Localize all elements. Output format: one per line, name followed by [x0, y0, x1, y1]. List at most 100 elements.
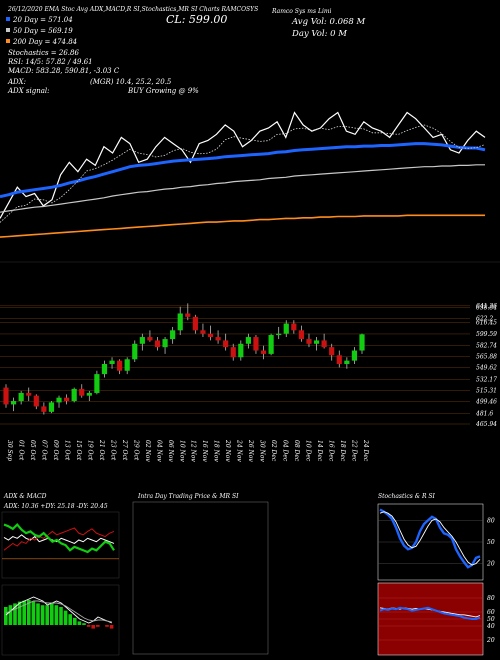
ema20-label: 20 Day = 571.04	[12, 16, 73, 24]
candle-body	[109, 360, 115, 364]
macd-hist-bar	[82, 623, 86, 625]
date-tick-label: 10 Nov	[178, 440, 185, 462]
candle-body	[33, 395, 39, 407]
price-grid	[0, 305, 470, 425]
macd-hist-bar	[59, 607, 63, 625]
macd-hist-bar	[77, 621, 82, 625]
candle-body	[306, 339, 312, 344]
date-tick-label: 29 Oct	[132, 439, 139, 461]
rsi-tick-label: 80	[487, 595, 495, 602]
macd-hist-bar	[68, 614, 72, 625]
date-tick-label: 24 Nov	[236, 439, 243, 462]
date-tick-label: 20 Nov	[224, 439, 231, 462]
price-tick-label: 499.46	[475, 398, 497, 405]
candle-body	[101, 364, 108, 375]
candle-body	[230, 347, 236, 358]
date-tick-label: 01 Oct	[17, 440, 24, 461]
candle-body	[185, 313, 191, 317]
macd-hist-bar	[50, 603, 54, 625]
rsi-tick-label: 40	[486, 623, 495, 630]
candle-body	[238, 343, 244, 358]
candle-body	[359, 334, 365, 351]
price-tick-label: 638.84	[476, 305, 497, 312]
candle-body	[200, 330, 206, 334]
date-tick-label: 07 Oct	[40, 440, 47, 461]
price-tick-label: 641.36	[476, 303, 497, 310]
adx-panel	[1, 511, 120, 656]
macd-hist-bar	[86, 625, 91, 627]
candle-body	[329, 347, 335, 356]
candle-body	[283, 323, 289, 334]
series-line-50-day	[0, 164, 485, 213]
stoch-panel-title: Stochastics & R SI	[378, 493, 435, 500]
price-tick-label: 549.62	[476, 365, 497, 372]
ema-lines	[0, 111, 486, 238]
macd-hist-bar	[105, 625, 109, 627]
adx-panel-title: ADX & MACD	[3, 493, 47, 500]
date-tick-label: 10 Dec	[305, 440, 312, 462]
date-tick-label: 18 Nov	[213, 440, 220, 462]
macd-hist-bar	[109, 625, 114, 629]
series-line-20-day	[0, 142, 486, 199]
macd-hist-bar	[17, 601, 22, 625]
close-price: CL: 599.00	[166, 13, 227, 26]
candle-body	[313, 340, 320, 344]
series-line-close	[0, 111, 486, 219]
adx-values: (MGR) 10.4, 25.2, 20.5	[90, 78, 172, 86]
macd-line	[5, 596, 112, 624]
rsi-tick-label: 60	[487, 609, 495, 616]
date-tick-label: 24 Dec	[362, 439, 369, 462]
date-tick-label: 30 Sep	[6, 440, 13, 461]
date-tick-label: 27 Oct	[121, 439, 128, 461]
adx-panel-values: ADX: 10.36 +DY: 25.18 -DY: 20.45	[3, 503, 108, 510]
candle-body	[215, 337, 221, 341]
candle-body	[336, 355, 342, 364]
candle-body	[207, 333, 214, 338]
ema200-label: 200 Day = 474.84	[12, 38, 77, 46]
rsi-label: RSI: 14/5: 57.82 / 49.61	[7, 58, 93, 66]
rsi-tick-label: 50	[487, 616, 495, 623]
date-tick-label: 22 Dec	[351, 439, 358, 462]
adx-label: ADX:	[7, 78, 26, 86]
candle-body	[117, 360, 123, 371]
candle-body	[344, 360, 350, 364]
macd-hist-bar	[4, 607, 8, 625]
date-tick-label: 02 Nov	[144, 440, 151, 462]
adx-line-white	[3, 534, 115, 544]
date-tick-label: 09 Oct	[52, 440, 59, 461]
stoch-tick-label: 50	[487, 539, 495, 546]
candle-body	[245, 337, 251, 344]
adx-signal-value: BUY Growing @ 9%	[127, 87, 199, 95]
price-tick-label: 532.17	[476, 376, 497, 383]
day-volume: Day Vol: 0 M	[291, 29, 347, 39]
macd-hist-bar	[96, 625, 100, 627]
macd-hist-bar	[63, 610, 68, 625]
candle-body	[18, 392, 24, 402]
date-tick-label: 04 Dec	[282, 440, 289, 462]
date-tick-label: 16 Dec	[328, 440, 335, 462]
stoch-tick-label: 80	[487, 517, 495, 524]
candle-body	[170, 330, 176, 340]
date-tick-label: 12 Nov	[190, 440, 197, 462]
candle-body	[260, 350, 267, 354]
date-axis: 30 Sep 01 Oct 05 Oct 07 Oct 09 Oct 13 Oct 15 O…	[6, 439, 369, 462]
date-tick-label: 23 Oct	[109, 439, 116, 461]
stoch-label: Stochastics = 26.86	[8, 49, 79, 57]
candle-body	[132, 343, 138, 360]
macd-hist-bar	[22, 600, 26, 625]
candle-body	[94, 374, 100, 393]
candle-body	[162, 339, 168, 348]
date-tick-label: 30 Nov	[259, 440, 266, 462]
intraday-panel-title: Intra Day Trading Price & MR SI	[137, 493, 239, 500]
ema200-swatch	[6, 39, 10, 43]
candle-body	[139, 337, 145, 344]
date-tick-label: 06 Nov	[167, 440, 174, 462]
candle-body	[56, 397, 62, 403]
candle-body	[276, 333, 282, 336]
adx-line-green	[3, 522, 115, 554]
macd-label: MACD: 583.28, 590.81, -3.03 C	[7, 67, 120, 75]
price-tick-label: 515.31	[476, 388, 497, 395]
macd-hist-bar	[27, 599, 31, 625]
